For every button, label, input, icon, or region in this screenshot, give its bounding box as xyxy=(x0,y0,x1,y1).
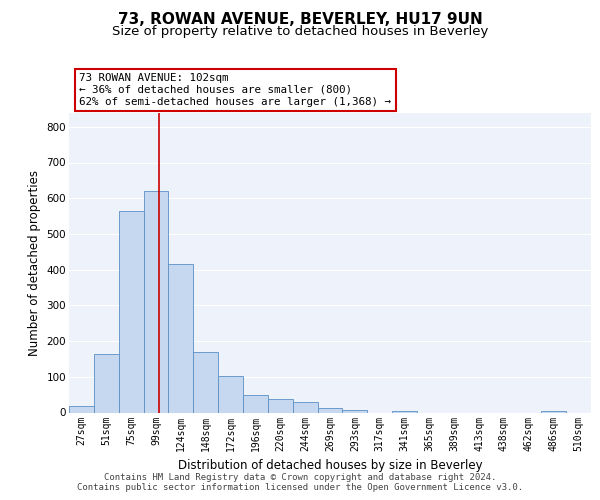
X-axis label: Distribution of detached houses by size in Beverley: Distribution of detached houses by size … xyxy=(178,459,482,472)
Bar xyxy=(193,352,218,412)
Text: 73 ROWAN AVENUE: 102sqm
← 36% of detached houses are smaller (800)
62% of semi-d: 73 ROWAN AVENUE: 102sqm ← 36% of detache… xyxy=(79,74,391,106)
Bar xyxy=(268,399,293,412)
Text: Size of property relative to detached houses in Beverley: Size of property relative to detached ho… xyxy=(112,25,488,38)
Text: 73, ROWAN AVENUE, BEVERLEY, HU17 9UN: 73, ROWAN AVENUE, BEVERLEY, HU17 9UN xyxy=(118,12,482,28)
Bar xyxy=(317,408,343,412)
Y-axis label: Number of detached properties: Number of detached properties xyxy=(28,170,41,356)
Bar xyxy=(218,376,243,412)
Bar xyxy=(541,410,566,412)
Bar xyxy=(392,410,417,412)
Bar xyxy=(343,410,367,412)
Bar xyxy=(243,394,268,412)
Bar xyxy=(94,354,119,412)
Bar xyxy=(69,406,94,412)
Bar xyxy=(293,402,317,412)
Bar xyxy=(119,210,143,412)
Text: Contains HM Land Registry data © Crown copyright and database right 2024.
Contai: Contains HM Land Registry data © Crown c… xyxy=(77,473,523,492)
Bar xyxy=(143,191,169,412)
Bar xyxy=(169,264,193,412)
